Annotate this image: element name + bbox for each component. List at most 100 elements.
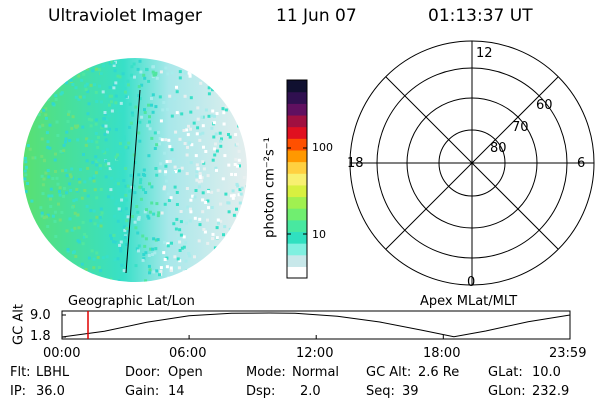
gain-value: 14 (168, 384, 185, 399)
image-pixel (24, 68, 28, 72)
image-pixel (113, 258, 117, 262)
image-pixel (119, 249, 123, 253)
image-pixel (229, 256, 233, 260)
image-pixel (127, 141, 131, 145)
image-pixel (213, 264, 217, 267)
image-pixel (62, 194, 66, 198)
image-pixel (97, 135, 100, 139)
image-pixel (240, 186, 244, 190)
image-pixel (81, 242, 85, 246)
image-pixel (192, 121, 196, 125)
image-pixel (168, 145, 172, 149)
image-pixel (173, 165, 177, 169)
image-pixel (215, 149, 219, 153)
image-pixel (77, 74, 81, 78)
image-pixel (117, 207, 121, 211)
image-pixel (114, 202, 118, 206)
image-pixel (126, 79, 130, 83)
image-pixel (51, 102, 55, 106)
image-pixel (159, 266, 163, 270)
image-pixel (41, 183, 45, 187)
image-pixel (220, 58, 224, 62)
image-pixel (51, 71, 55, 75)
image-pixel (162, 187, 166, 191)
hour-label-0: 0 (467, 275, 476, 290)
image-pixel (31, 156, 35, 160)
image-pixel (23, 177, 27, 181)
image-pixel (53, 272, 57, 276)
image-pixel (168, 94, 172, 98)
image-pixel (201, 198, 205, 202)
image-pixel (243, 138, 247, 142)
image-pixel (95, 67, 98, 71)
image-pixel (224, 105, 228, 109)
image-pixel (188, 219, 192, 223)
image-pixel (211, 237, 214, 241)
image-pixel (231, 272, 235, 276)
image-pixel (83, 180, 87, 184)
image-pixel (74, 255, 78, 258)
image-pixel (238, 108, 242, 112)
polar-grid (349, 40, 595, 286)
image-pixel (46, 97, 50, 101)
image-pixel (194, 189, 198, 192)
image-pixel (160, 279, 164, 282)
image-pixel (99, 207, 103, 211)
colorbar-frame (286, 79, 308, 279)
image-pixel (23, 156, 27, 160)
image-pixel (234, 133, 238, 137)
image-pixel (130, 111, 134, 115)
image-pixel (113, 69, 117, 73)
image-pixel (235, 182, 239, 186)
image-pixel (178, 228, 182, 232)
image-pixel (95, 251, 99, 255)
image-pixel (173, 185, 177, 189)
timeline-x-tick-1800: 18:00 (423, 346, 461, 361)
image-pixel (90, 139, 94, 143)
image-pixel (42, 281, 46, 282)
image-pixel (153, 147, 157, 150)
image-pixel (180, 166, 184, 170)
image-pixel (228, 135, 232, 139)
image-pixel (232, 250, 236, 254)
image-pixel (176, 275, 180, 279)
image-pixel (231, 189, 235, 193)
image-pixel (110, 60, 114, 64)
image-pixel (186, 145, 189, 149)
image-pixel (68, 217, 72, 221)
timeline-y-tick-max: 9.0 (30, 308, 51, 323)
image-pixel (80, 78, 84, 82)
image-pixel (62, 143, 66, 147)
image-pixel (183, 94, 187, 98)
image-pixel (151, 247, 155, 251)
image-pixel (200, 115, 204, 119)
image-pixel (214, 132, 218, 136)
image-pixel (122, 269, 126, 273)
image-pixel (159, 269, 163, 273)
image-pixel (150, 136, 154, 140)
image-pixel (28, 75, 32, 78)
image-pixel (195, 278, 199, 282)
image-pixel (222, 233, 225, 237)
image-pixel (61, 169, 64, 173)
door-label: Door: (125, 365, 161, 380)
image-pixel (82, 64, 86, 68)
image-pixel (78, 95, 82, 99)
image-pixel (174, 241, 178, 245)
image-pixel (199, 81, 203, 85)
image-pixel (156, 238, 160, 242)
image-pixel (105, 255, 109, 259)
image-pixel (119, 109, 123, 113)
image-pixel (43, 270, 47, 274)
image-pixel (194, 154, 198, 158)
image-pixel (89, 83, 93, 87)
image-pixel (176, 257, 180, 261)
image-pixel (143, 111, 147, 114)
image-pixel (168, 159, 172, 163)
image-pixel (227, 77, 231, 81)
image-pixel (237, 238, 241, 242)
image-pixel (174, 266, 178, 269)
image-pixel (198, 138, 202, 142)
image-pixel (138, 139, 142, 143)
image-pixel (71, 83, 75, 86)
